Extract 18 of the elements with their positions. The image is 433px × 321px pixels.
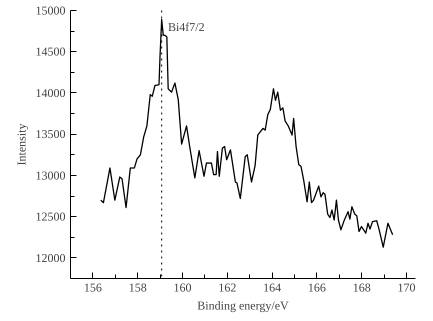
x-tick-label: 156	[84, 280, 102, 294]
x-tick-label: 158	[128, 280, 147, 294]
x-tick-label: 166	[308, 280, 326, 294]
y-tick-label: 12000	[36, 250, 66, 265]
y-axis-title: Intensity	[14, 123, 28, 166]
x-tick-label: 164	[263, 280, 282, 294]
x-tick-label: 162	[218, 280, 236, 294]
x-axis-title: Binding energy/eV	[197, 298, 290, 312]
x-tick-label: 170	[398, 280, 416, 294]
y-tick-label: 14000	[36, 86, 66, 100]
x-tick-label: 160	[174, 280, 192, 294]
y-tick-label: 12500	[36, 210, 66, 224]
annotation: Bi4f7/2	[168, 20, 205, 34]
y-tick-label: 14500	[36, 44, 66, 59]
y-tick-label: 13000	[36, 168, 66, 182]
y-tick-label: 15000	[36, 4, 66, 18]
y-tick-label: 13500	[36, 127, 66, 142]
x-tick-label: 168	[352, 280, 371, 294]
